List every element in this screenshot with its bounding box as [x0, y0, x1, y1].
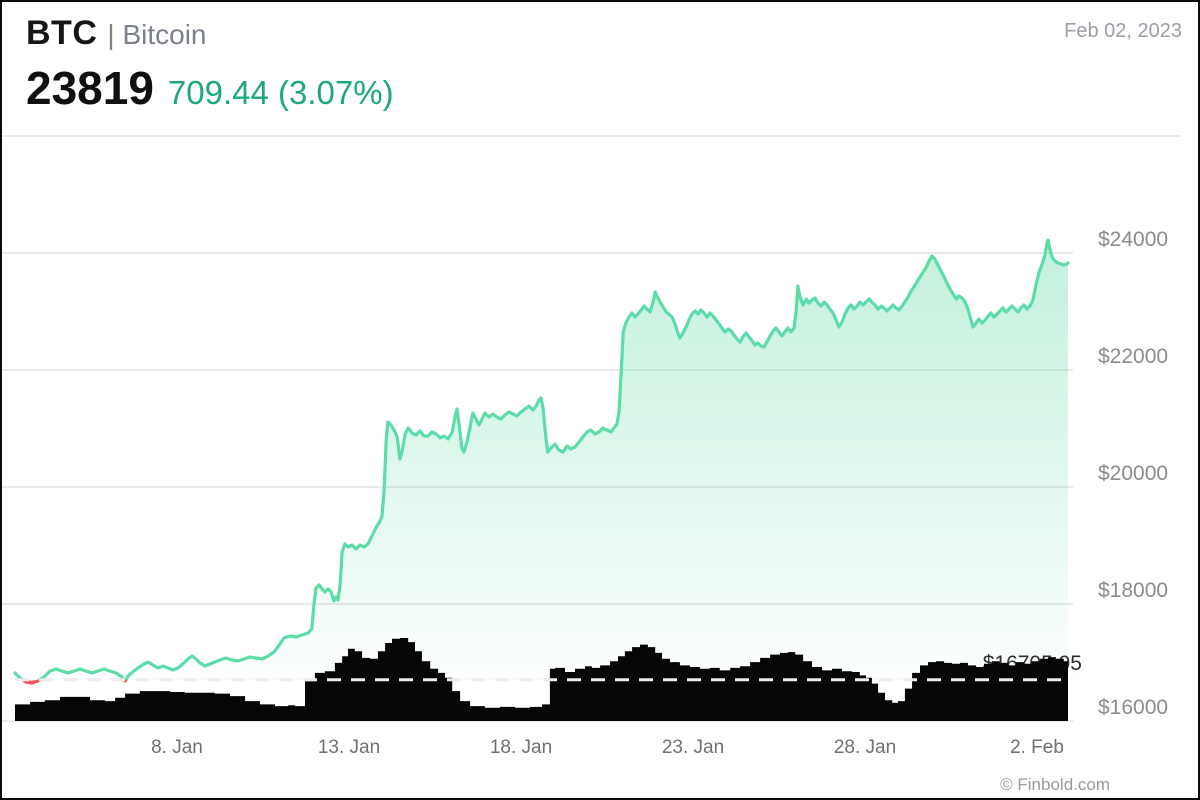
x-tick-label: 13. Jan	[318, 737, 380, 758]
watermark-credit: © Finbold.com	[1000, 775, 1110, 794]
header: BTC | Bitcoin 23819 709.44 (3.07%)	[26, 14, 394, 115]
x-tick-label: 23. Jan	[662, 737, 724, 758]
y-tick-label: $22000	[1098, 345, 1168, 368]
y-tick-label: $18000	[1098, 579, 1168, 602]
ticker-symbol: BTC	[26, 14, 98, 52]
x-tick-label: 8. Jan	[151, 737, 203, 758]
price-change: 709.44 (3.07%)	[167, 74, 394, 111]
current-price: 23819	[26, 62, 154, 114]
x-tick-label: 28. Jan	[834, 737, 896, 758]
x-tick-label: 18. Jan	[490, 737, 552, 758]
price-line	[13, 238, 1070, 680]
x-tick-label: 2. Feb	[1010, 737, 1064, 758]
title-row: BTC | Bitcoin	[26, 14, 394, 53]
y-tick-label: $24000	[1098, 228, 1168, 251]
y-axis-labels: $16000 $18000 $20000 $22000 $24000	[1098, 228, 1168, 719]
coin-name: | Bitcoin	[107, 19, 207, 50]
volume-bars	[15, 638, 1068, 721]
price-row: 23819 709.44 (3.07%)	[26, 61, 394, 115]
date-label: Feb 02, 2023	[1064, 20, 1182, 42]
y-tick-label: $20000	[1098, 462, 1168, 485]
price-area	[15, 240, 1068, 680]
below-baseline-red-area	[22, 679, 126, 683]
x-axis-labels: 8. Jan 13. Jan 18. Jan 23. Jan 28. Jan 2. Feb	[151, 737, 1064, 758]
y-tick-label: $16000	[1098, 696, 1168, 719]
